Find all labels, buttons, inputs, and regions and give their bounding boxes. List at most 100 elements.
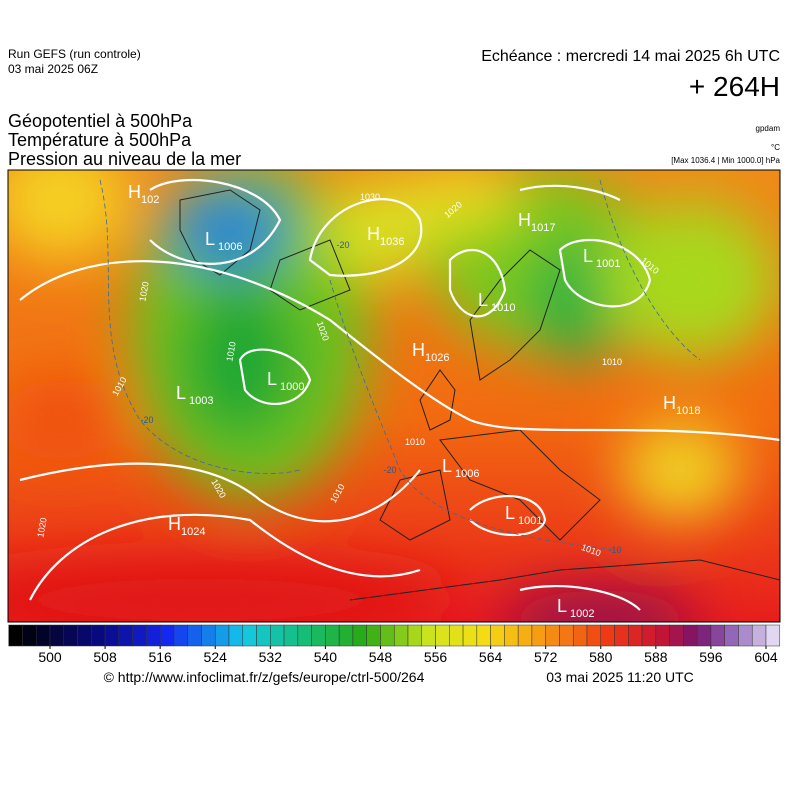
colorbar-tick-label: 596	[699, 649, 723, 665]
colorbar-swatch	[393, 624, 409, 647]
colorbar-swatch	[462, 624, 478, 647]
center-value: 1006	[218, 241, 242, 253]
colorbar-swatch	[8, 624, 23, 647]
field-label: Pression au niveau de la mer	[8, 149, 241, 169]
colorbar-swatch	[572, 624, 588, 647]
center-letter: H	[663, 393, 676, 413]
colorbar-swatch	[214, 624, 230, 647]
run-date: 03 mai 2025 06Z	[8, 62, 98, 76]
colorbar-swatch	[283, 624, 299, 647]
isobar-label: 1030	[360, 192, 380, 202]
isotherm-label: -20	[383, 465, 396, 475]
isotherm-label: -20	[336, 240, 349, 250]
center-value: 1018	[676, 405, 700, 417]
colorbar-tick-label: 532	[259, 649, 283, 665]
map	[8, 170, 780, 622]
source-url: © http://www.infoclimat.fr/z/gefs/europe…	[104, 669, 425, 685]
colorbar-swatch	[77, 624, 92, 647]
colorbar-swatch	[325, 624, 340, 647]
colorbar-swatch	[63, 624, 78, 647]
isobar-label: 1020	[137, 281, 150, 302]
colorbar-swatch	[22, 624, 37, 647]
center-value: 1026	[425, 352, 449, 364]
colorbar-swatch	[132, 624, 147, 647]
center-letter: L	[583, 246, 593, 266]
pressure-center: L 1001	[505, 503, 542, 527]
center-letter: H	[518, 210, 531, 230]
colorbar-swatch	[91, 624, 106, 647]
center-value: 1010	[491, 302, 515, 314]
colorbar-tick-label: 604	[754, 649, 778, 665]
unit-label: °C	[771, 143, 780, 152]
center-value: 1006	[455, 468, 479, 480]
center-value: 1001	[518, 515, 542, 527]
colorbar-swatch	[545, 624, 560, 647]
colorbar-swatch	[297, 624, 312, 647]
colorbar-tick-label: 588	[644, 649, 668, 665]
colorbar-tick-label: 500	[38, 649, 62, 665]
colorbar-swatch	[531, 624, 546, 647]
colorbar-swatch	[669, 624, 684, 647]
map-frame	[7, 169, 781, 623]
isotherms	[99, 179, 701, 551]
isotherm-label: -20	[140, 415, 153, 425]
colorbar-swatch	[641, 624, 657, 647]
center-letter: L	[505, 503, 515, 523]
colorbar-swatch	[655, 624, 670, 647]
pressure-center: L 1006	[442, 456, 479, 480]
center-letter: H	[367, 224, 380, 244]
center-letter: H	[412, 340, 425, 360]
colorbar-swatch	[628, 624, 643, 647]
pressure-center: L 1000	[267, 369, 304, 393]
colorbar-swatch	[146, 624, 161, 647]
colorbar-swatch	[380, 624, 395, 647]
colorbar-swatch	[504, 624, 519, 647]
isobar-label: 1010	[224, 341, 237, 362]
colorbar-swatch	[338, 624, 354, 647]
colorbar-tick-label: 572	[534, 649, 558, 665]
colorbar-swatch	[600, 624, 615, 647]
colorbar-tick-label: 524	[204, 649, 228, 665]
pressure-center: H 1017	[518, 210, 555, 234]
unit-label: gpdam	[756, 124, 781, 133]
center-letter: L	[442, 456, 452, 476]
colorbar-swatch	[476, 624, 491, 647]
center-letter: H	[168, 514, 181, 534]
pressure-center: H 1018	[663, 393, 700, 417]
pressure-center: L 1001	[583, 246, 620, 270]
isobars	[19, 178, 780, 611]
generated-time: 03 mai 2025 11:20 UTC	[546, 669, 694, 685]
colorbar-swatch	[683, 624, 698, 647]
lead-time: + 264H	[689, 71, 780, 102]
pressure-center: H 102	[128, 182, 159, 206]
isobar-label: 1020	[35, 517, 48, 538]
center-value: 1024	[181, 526, 205, 538]
center-letter: L	[205, 229, 215, 249]
colorbar-swatch	[187, 624, 202, 647]
colorbar-swatch	[614, 624, 629, 647]
colorbar-tick-label: 564	[479, 649, 503, 665]
center-letter: L	[478, 290, 488, 310]
unit-label: [Max 1036.4 | Min 1000.0] hPa	[671, 156, 780, 165]
center-value: 1036	[380, 236, 404, 248]
colorbar-tick-label: 556	[424, 649, 448, 665]
center-value: 1001	[596, 258, 620, 270]
colorbar-swatch	[490, 624, 505, 647]
center-value: 1000	[280, 381, 304, 393]
isobar-label: 1010	[405, 437, 425, 447]
isobar-label: 1010	[602, 357, 622, 367]
colorbar-swatch	[256, 624, 271, 647]
pressure-center: H 1036	[367, 224, 404, 248]
pressure-center: L 1002	[557, 596, 594, 620]
colorbar-swatch	[104, 624, 120, 647]
colorbar-swatch	[49, 624, 65, 647]
colorbar-swatch	[724, 624, 739, 647]
colorbar-swatch	[738, 624, 753, 647]
field-label: Géopotentiel à 500hPa	[8, 111, 193, 131]
colorbar-swatch	[352, 624, 367, 647]
colorbar-tick-label: 516	[148, 649, 172, 665]
colorbar-swatch	[366, 624, 381, 647]
run-name: Run GEFS (run controle)	[8, 47, 141, 61]
